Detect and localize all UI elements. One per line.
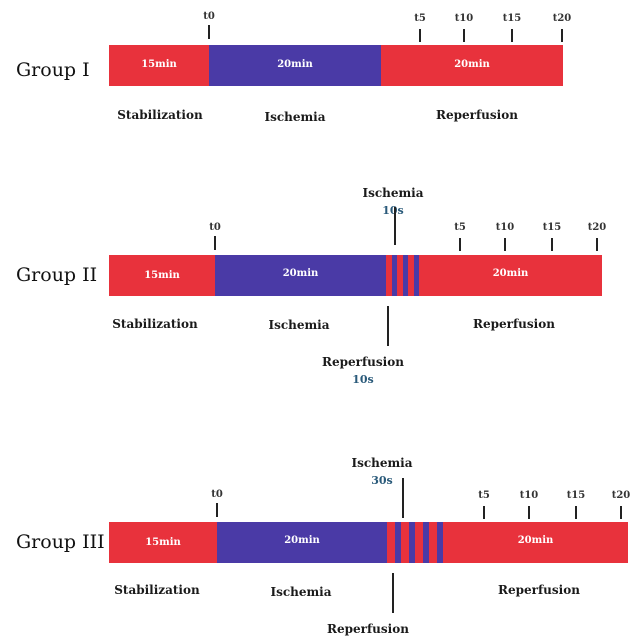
group-ii-postcond-ischemia-stripe (403, 255, 408, 296)
group-ii-postcond-reperfusion-stripe (386, 255, 392, 296)
group-ii-postcond-reperfusion-stripe (397, 255, 403, 296)
group-iii-reperfusion-cycle-label: Reperfusion (327, 622, 409, 636)
group-iii-tick-t0 (216, 503, 218, 517)
group-ii-ischemia-cycle-label: Ischemia (362, 186, 424, 200)
group-ii-postcond-reperfusion-stripe (408, 255, 414, 296)
group-iii-tick-label-t5: t5 (478, 490, 490, 501)
group-iii-ischemia-cycle-duration: 30s (371, 474, 393, 487)
group-ii-reperfusion-label: Reperfusion (473, 317, 555, 331)
group-ii-stabilization-bar (109, 255, 215, 296)
group-iii-postcond-reperfusion-stripe (415, 522, 423, 563)
group-ii-tick-t0 (214, 236, 216, 250)
group-i-reperfusion-bar (381, 45, 563, 86)
group-i-tick-label-t5: t5 (414, 13, 426, 24)
group-i-tick-t0 (208, 25, 210, 39)
group-iii-ischemia-bar (217, 522, 387, 563)
group-ii-reperfusion-duration: 20min (492, 268, 529, 279)
group-ii-ischemia-cycle-duration: 10s (382, 204, 404, 217)
group-ii-stabilization-duration: 15min (144, 270, 180, 281)
group-ii-reperfusion-pointer (387, 306, 389, 346)
group-ii-tick-t20 (596, 238, 598, 251)
group-iii-tick-label-t15: t15 (566, 490, 586, 501)
group-ii-ischemia-pointer (394, 207, 396, 245)
group-i-ischemia-bar (209, 45, 381, 86)
group-iii-tick-t10 (528, 506, 530, 519)
group-iii-postcond-reperfusion-stripe (387, 522, 395, 563)
group-iii-stabilization-bar (109, 522, 217, 563)
group-i-reperfusion-duration: 20min (454, 59, 490, 70)
group-ii-ischemia-bar (215, 255, 386, 296)
group-ii-reperfusion-bar (419, 255, 602, 296)
group-iii-postcond-reperfusion-stripe (401, 522, 409, 563)
group-ii-postcond-ischemia-stripe (392, 255, 397, 296)
group-iii-postcond-ischemia-stripe (409, 522, 415, 563)
group-iii-reperfusion-label: Reperfusion (498, 583, 580, 597)
group-i-stabilization-bar (109, 45, 209, 86)
group-i-tick-label-t15: t15 (502, 13, 522, 24)
group-ii-tick-label-t5: t5 (454, 222, 466, 233)
group-i-tick-t10 (463, 29, 465, 42)
group-i-stabilization-label: Stabilization (117, 108, 203, 122)
group-iii-reperfusion-bar (443, 522, 628, 563)
group-iii-postcond-ischemia-stripe (437, 522, 443, 563)
group-ii-label: Group II (16, 264, 98, 286)
group-iii-ischemia-duration: 20min (284, 535, 320, 546)
group-iii-tick-label-t0: t0 (211, 489, 223, 500)
group-ii-tick-label-t15: t15 (542, 222, 562, 233)
group-ii-ischemia-label: Ischemia (268, 318, 330, 332)
group-iii-label: Group III (16, 531, 105, 553)
group-i-ischemia-label: Ischemia (264, 110, 326, 124)
group-iii-postcond-reperfusion-stripe (429, 522, 437, 563)
group-i-stabilization-duration: 15min (141, 59, 177, 70)
group-iii-tick-t5 (483, 506, 485, 519)
group-ii-reperfusion-cycle-duration: 10s (352, 373, 374, 386)
group-i-ischemia-duration: 20min (277, 59, 313, 70)
group-i-tick-t5 (419, 29, 421, 42)
group-iii-postcond-ischemia-stripe (423, 522, 429, 563)
group-ii-reperfusion-cycle-label: Reperfusion (322, 355, 404, 369)
group-i-tick-t15 (511, 29, 513, 42)
group-ii-tick-label-t10: t10 (495, 222, 515, 233)
group-iii-tick-label-t10: t10 (519, 490, 539, 501)
group-ii-tick-t15 (551, 238, 553, 251)
group-i-tick-t20 (561, 29, 563, 42)
group-iii-stabilization-duration: 15min (145, 537, 181, 548)
group-iii-tick-t20 (620, 506, 622, 519)
group-iii-ischemia-cycle-label: Ischemia (351, 456, 413, 470)
group-i-tick-label-t0: t0 (203, 11, 215, 22)
group-ii-postcond-ischemia-stripe (414, 255, 419, 296)
group-iii-ischemia-pointer (402, 478, 404, 518)
group-iii-stabilization-label: Stabilization (114, 583, 200, 597)
group-i-label: Group I (16, 59, 90, 81)
group-ii-tick-t10 (504, 238, 506, 251)
group-iii-tick-label-t20: t20 (611, 490, 631, 501)
group-ii-ischemia-duration: 20min (282, 268, 319, 279)
group-i-tick-label-t20: t20 (552, 13, 572, 24)
group-ii-tick-label-t20: t20 (587, 222, 607, 233)
group-iii-reperfusion-duration: 20min (517, 535, 554, 546)
group-ii-tick-t5 (459, 238, 461, 251)
group-iii-postcond-ischemia-stripe (395, 522, 401, 563)
group-ii-stabilization-label: Stabilization (112, 317, 198, 331)
group-i-reperfusion-label: Reperfusion (436, 108, 518, 122)
group-iii-ischemia-label: Ischemia (270, 585, 332, 599)
group-iii-reperfusion-pointer (392, 573, 394, 613)
group-ii-tick-label-t0: t0 (209, 222, 221, 233)
group-iii-tick-t15 (575, 506, 577, 519)
group-i-tick-label-t10: t10 (454, 13, 474, 24)
